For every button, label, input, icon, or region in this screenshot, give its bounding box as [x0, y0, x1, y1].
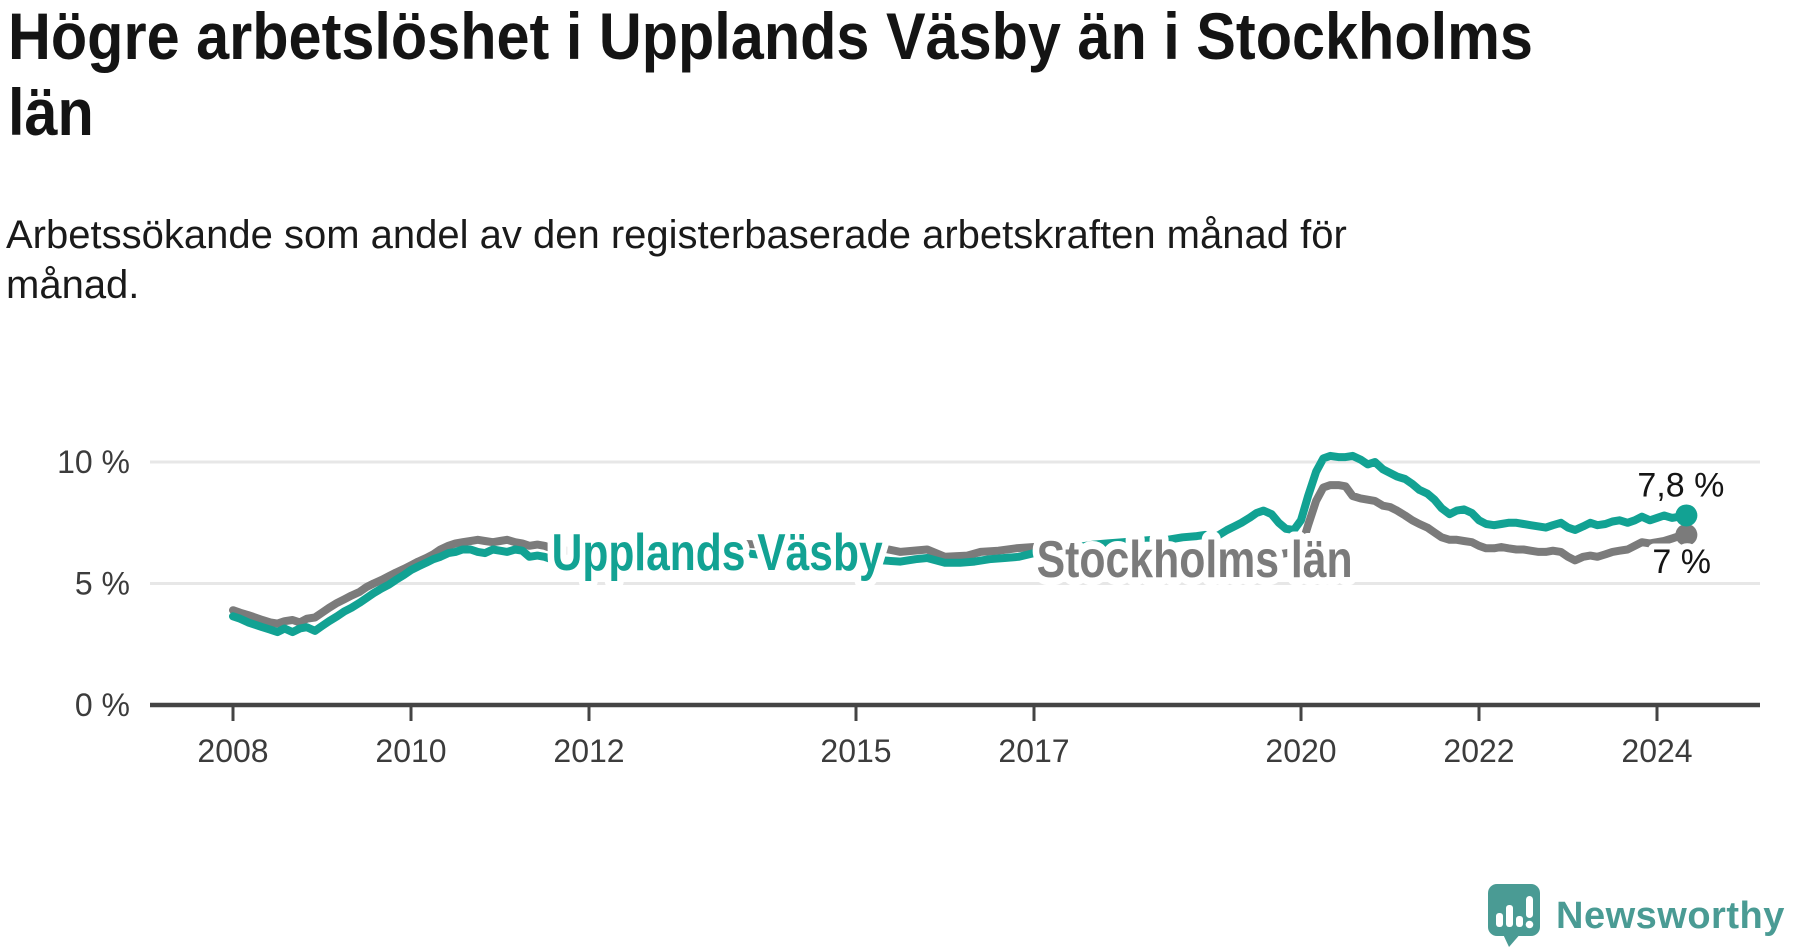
logo-bar-chart-icon: [1506, 905, 1513, 927]
page-title-line-1: Högre arbetslöshet i Upplands Väsby än i…: [8, 0, 1533, 73]
series-line-stockholms-l-n: [229, 481, 1691, 628]
end-value-label-upplands-v-sby: 7,8 %: [1637, 466, 1724, 504]
logo-exclamation-icon: [1526, 896, 1533, 918]
x-axis-tick-label: 2024: [1621, 733, 1692, 769]
end-point-dot-upplands-v-sby: [1675, 504, 1698, 527]
page-subtitle: Arbetssökande som andel av den registerb…: [6, 210, 1347, 310]
y-axis-tick-label: 5 %: [75, 566, 130, 602]
page-subtitle-line-2: månad.: [6, 263, 140, 307]
page-title: Högre arbetslöshet i Upplands Väsby än i…: [8, 0, 1533, 150]
x-axis-tick-label: 2010: [375, 733, 446, 769]
newsworthy-logo: Newsworthy: [1488, 884, 1785, 948]
x-axis-tick-label: 2015: [820, 733, 891, 769]
logo-exclamation-icon: [1525, 920, 1534, 929]
series-label-upplands-v-sby: Upplands Väsby: [552, 524, 883, 582]
x-axis-tick-label: 2020: [1265, 733, 1336, 769]
end-value-label-stockholms-l-n: 7 %: [1652, 543, 1711, 581]
x-axis-tick-label: 2022: [1443, 733, 1514, 769]
series-line-upplands-v-sby: [229, 451, 1691, 637]
logo-bubble-tail: [1502, 932, 1522, 947]
logo-bar-chart-icon: [1496, 913, 1503, 927]
x-axis-tick-label: 2012: [553, 733, 624, 769]
page-title-line-2: län: [8, 75, 94, 149]
series-label-stockholms-l-n: Stockholms län: [1037, 531, 1353, 589]
y-axis-tick-label: 0 %: [75, 687, 130, 723]
y-axis-tick-label: 10 %: [57, 444, 130, 480]
page-subtitle-line-1: Arbetssökande som andel av den registerb…: [6, 213, 1347, 257]
end-point-dot-stockholms-l-n: [1675, 523, 1698, 546]
x-axis-tick-label: 2008: [197, 733, 268, 769]
x-axis-tick-label: 2017: [998, 733, 1069, 769]
logo-bar-chart-icon: [1516, 916, 1523, 927]
logo-text: Newsworthy: [1556, 894, 1785, 937]
newsworthy-logo-icon: [1488, 884, 1540, 947]
